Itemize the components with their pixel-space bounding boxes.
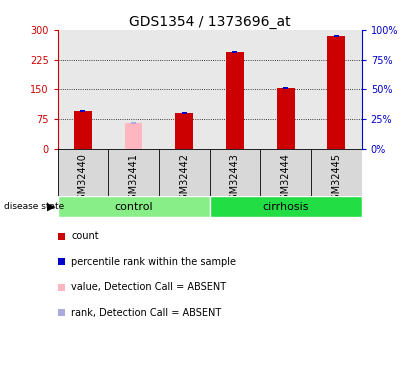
Bar bbox=[226, 52, 244, 149]
Bar bbox=[58, 149, 108, 196]
Bar bbox=[74, 111, 92, 149]
Bar bbox=[311, 149, 362, 196]
Text: cirrhosis: cirrhosis bbox=[262, 202, 309, 212]
Title: GDS1354 / 1373696_at: GDS1354 / 1373696_at bbox=[129, 15, 291, 29]
Text: GSM32441: GSM32441 bbox=[129, 153, 139, 206]
Bar bbox=[58, 196, 210, 217]
Bar bbox=[283, 87, 288, 89]
Text: GSM32440: GSM32440 bbox=[78, 153, 88, 206]
Bar bbox=[311, 30, 362, 149]
Bar bbox=[210, 30, 260, 149]
Text: ▶: ▶ bbox=[47, 202, 55, 212]
Bar bbox=[159, 149, 210, 196]
Bar bbox=[108, 30, 159, 149]
Text: count: count bbox=[71, 231, 99, 241]
Text: control: control bbox=[114, 202, 153, 212]
Bar bbox=[233, 51, 238, 53]
Bar bbox=[260, 149, 311, 196]
Text: GSM32445: GSM32445 bbox=[331, 153, 341, 206]
Bar bbox=[334, 35, 339, 37]
Bar bbox=[260, 30, 311, 149]
Bar bbox=[210, 149, 260, 196]
Bar bbox=[131, 122, 136, 124]
Text: value, Detection Call = ABSENT: value, Detection Call = ABSENT bbox=[71, 282, 226, 292]
Bar bbox=[210, 149, 260, 196]
Text: GSM32442: GSM32442 bbox=[179, 153, 189, 206]
Text: GSM32444: GSM32444 bbox=[281, 153, 291, 206]
Text: GSM32443: GSM32443 bbox=[230, 153, 240, 206]
Bar bbox=[58, 149, 108, 196]
Bar bbox=[210, 196, 362, 217]
Bar bbox=[159, 30, 210, 149]
Bar bbox=[108, 149, 159, 196]
Bar bbox=[58, 30, 108, 149]
Bar bbox=[182, 112, 187, 114]
Bar bbox=[159, 149, 210, 196]
Bar bbox=[175, 113, 193, 149]
Bar bbox=[277, 88, 295, 149]
Bar bbox=[125, 123, 143, 149]
Text: rank, Detection Call = ABSENT: rank, Detection Call = ABSENT bbox=[71, 308, 222, 318]
Text: percentile rank within the sample: percentile rank within the sample bbox=[71, 257, 236, 267]
Bar bbox=[81, 110, 85, 112]
Bar bbox=[328, 36, 345, 149]
Bar bbox=[108, 149, 159, 196]
Bar bbox=[311, 149, 362, 196]
Text: disease state: disease state bbox=[4, 202, 65, 211]
Bar bbox=[260, 149, 311, 196]
